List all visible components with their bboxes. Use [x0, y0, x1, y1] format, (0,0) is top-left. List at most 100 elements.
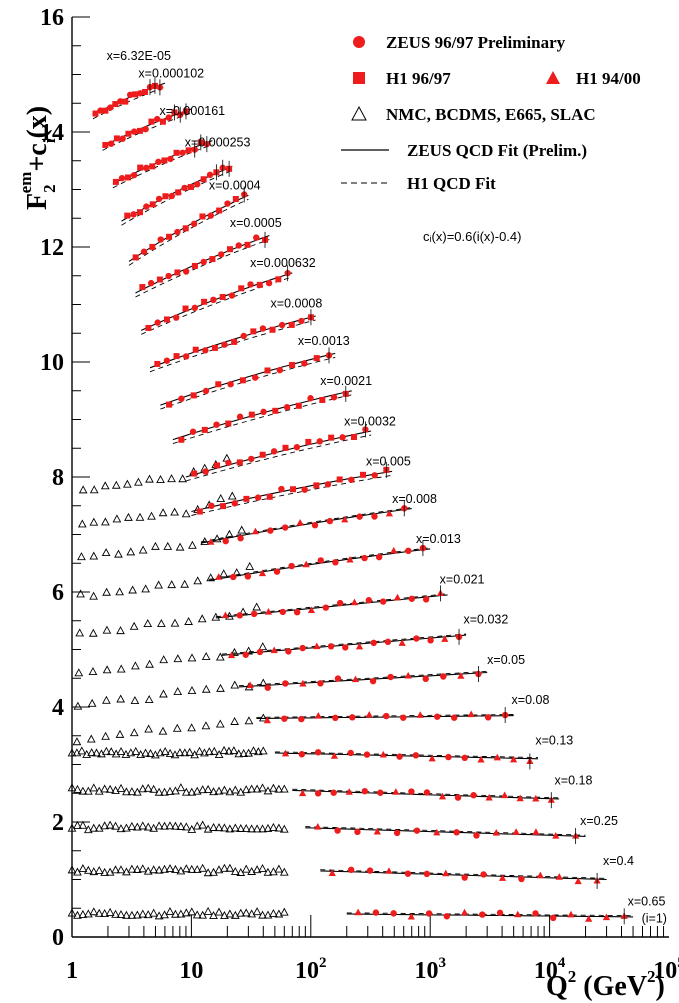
zeus-point	[173, 314, 180, 321]
zeus-point	[282, 680, 289, 687]
fixed-target-point	[115, 729, 125, 738]
x-tick-exponent: 5	[677, 955, 679, 971]
fixed-target-point	[187, 907, 197, 916]
zeus-point	[445, 753, 452, 761]
legend-label: NMC, BCDMS, E665, SLAC	[386, 105, 596, 124]
zeus-point	[330, 394, 338, 401]
h1-9697-point	[156, 276, 163, 283]
fixed-target-point	[220, 785, 229, 794]
h1-9400-point	[328, 869, 336, 877]
x-bin-label: x=0.013	[416, 532, 461, 546]
zeus-point	[316, 438, 323, 445]
h1-9697-point	[142, 88, 149, 95]
fixed-target-point	[225, 863, 235, 872]
zeus-point	[136, 90, 144, 97]
h1-9400-point	[355, 642, 364, 650]
fixed-target-point	[78, 485, 88, 494]
fixed-target-point	[249, 746, 258, 755]
tick-labels: 0246810121416110102103104105	[40, 5, 679, 984]
h1-9697-point	[132, 254, 139, 261]
zeus-qcd-fit-curve	[305, 827, 586, 837]
h1-9697-point	[289, 361, 296, 368]
fixed-target-point	[209, 746, 219, 755]
h1-9400-point	[433, 828, 441, 836]
fixed-target-point	[144, 724, 153, 733]
h1-9697-point	[125, 174, 132, 181]
h1-9697-point	[190, 392, 197, 399]
h1-9400-point	[514, 910, 522, 918]
x-tick-base: 10	[653, 958, 677, 984]
fixed-target-point	[171, 821, 180, 830]
zeus-point	[231, 500, 238, 507]
legend: ZEUS 96/97 Preliminary H1 96/97 H1 94/00 NM…	[341, 33, 641, 193]
zeus-point	[119, 135, 126, 142]
zeus-point	[336, 599, 344, 607]
fixed-target-point	[184, 616, 193, 625]
fixed-target-point	[225, 909, 235, 918]
h1-qcd-fit-curve	[185, 434, 372, 482]
x-bin-label: x=0.0021	[320, 374, 372, 388]
zeus-point	[299, 644, 306, 652]
fixed-target-point	[187, 864, 197, 873]
h1-9400-point	[207, 538, 215, 545]
h1-9400-point	[307, 606, 316, 614]
h1-9697-point	[174, 269, 181, 276]
fixed-target-point	[141, 584, 150, 593]
h1-9697-point	[244, 241, 251, 248]
h1-9697-point	[137, 164, 144, 171]
fixed-target-point	[89, 551, 99, 560]
h1-9400-point	[501, 791, 509, 799]
fixed-target-point	[247, 866, 257, 875]
fixed-target-point	[172, 723, 182, 732]
zeus-point	[405, 547, 412, 555]
fixed-target-point	[100, 481, 110, 490]
fixed-target-point	[101, 731, 110, 740]
zeus-point	[413, 635, 420, 642]
h1-9400-point	[299, 679, 307, 687]
h1-9400-point	[428, 754, 436, 762]
zeus-point	[369, 677, 377, 685]
h1-9400-point	[512, 828, 520, 835]
h1-9697-point	[211, 344, 218, 351]
zeus-point	[484, 714, 492, 721]
y-tick-label: 16	[40, 5, 64, 31]
fixed-target-point	[274, 909, 284, 918]
fixed-target-point	[219, 745, 229, 754]
h1-9697-point	[132, 91, 139, 98]
zeus-point	[518, 875, 525, 883]
fixed-target-point	[201, 721, 211, 730]
h1-9697-point	[313, 355, 320, 362]
fixed-target-point	[209, 822, 218, 831]
zeus-point	[202, 387, 210, 395]
zeus-point	[270, 448, 278, 455]
h1-9400-point	[354, 908, 362, 916]
fixed-target-point	[167, 580, 177, 589]
fixed-target-point	[149, 823, 159, 832]
zeus-point	[250, 610, 258, 618]
fixed-target-point	[72, 737, 82, 746]
fixed-target-point	[263, 867, 273, 876]
h1-9697-point	[173, 353, 180, 360]
zeus-point	[235, 242, 242, 249]
x-bin-label: x=0.000161	[159, 104, 225, 118]
fixed-target-point	[75, 628, 85, 637]
zeus-point	[427, 637, 434, 644]
fixed-target-point	[200, 748, 209, 757]
h1-9697-point	[122, 98, 129, 105]
zeus-point	[208, 502, 215, 510]
zeus-qcd-fit-curve	[200, 508, 412, 544]
fixed-target-point	[127, 787, 137, 796]
zeus-point	[182, 268, 190, 275]
fixed-target-point	[94, 823, 104, 832]
fixed-target-point	[122, 910, 131, 919]
zeus-point	[332, 714, 339, 722]
h1-9697-point	[239, 377, 246, 384]
fixed-target-point	[78, 786, 88, 795]
h1-9697-point	[112, 178, 119, 185]
fixed-target-point	[105, 867, 115, 876]
fixed-target-point	[114, 549, 123, 558]
h1-qcd-fit-curve	[191, 474, 393, 516]
zeus-point	[206, 171, 214, 179]
h1-9697-point	[288, 321, 295, 328]
fixed-target-point	[116, 626, 125, 635]
